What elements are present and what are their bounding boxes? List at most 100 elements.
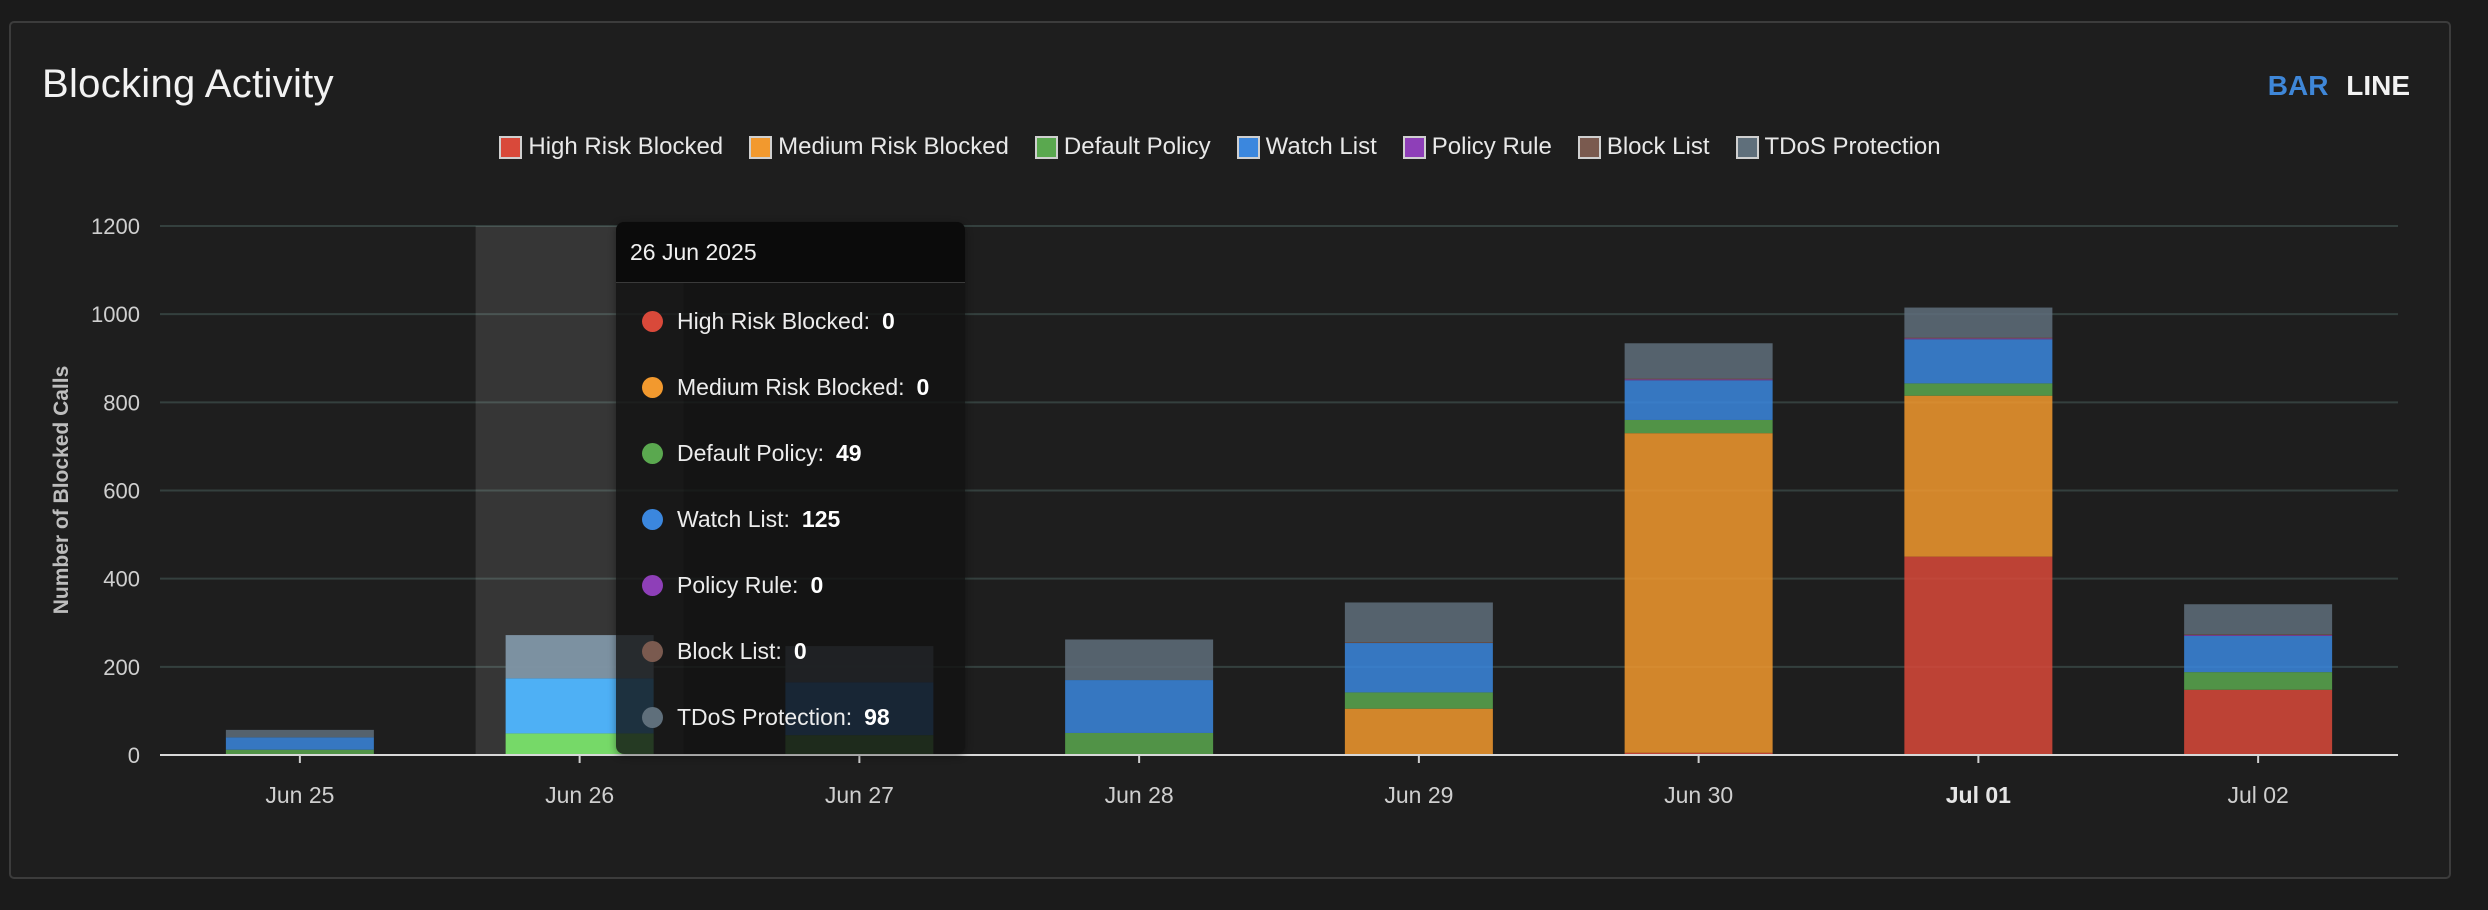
bar-segment-default-policy[interactable] xyxy=(1904,383,2053,396)
bar-segment-block-list[interactable] xyxy=(1344,642,1493,644)
legend-label: Medium Risk Blocked xyxy=(778,133,1009,160)
tooltip-series-dot xyxy=(642,311,663,332)
tooltip-label: Default Policy: xyxy=(677,440,825,466)
tooltip-value: 49 xyxy=(836,440,862,466)
bar-segment-block-list[interactable] xyxy=(1904,337,2053,339)
legend-item-policy-rule[interactable]: Policy Rule xyxy=(1402,133,1552,161)
line-toggle-button[interactable]: LINE xyxy=(2346,70,2410,101)
chart-legend: High Risk Blocked Medium Risk Blocked Defa… xyxy=(0,133,2440,161)
bar-segment-tdos-protection[interactable] xyxy=(1904,307,2053,338)
bar-segment-high-risk-blocked[interactable] xyxy=(1624,752,1773,755)
x-tick-label: Jun 29 xyxy=(1384,782,1453,808)
tooltip-date: 26 Jun 2025 xyxy=(616,222,965,283)
y-tick-label: 1200 xyxy=(91,214,140,239)
y-tick-label: 0 xyxy=(128,743,140,768)
bar-segment-policy-rule[interactable] xyxy=(2184,635,2333,636)
legend-label: Policy Rule xyxy=(1431,133,1552,160)
tooltip-label: TDoS Protection: xyxy=(677,704,853,730)
legend-label: TDoS Protection xyxy=(1764,133,1941,160)
tooltip-row: High Risk Blocked: 0 xyxy=(642,308,895,335)
legend-label: Watch List xyxy=(1265,133,1377,160)
tooltip-label: Policy Rule: xyxy=(677,572,799,598)
tooltip-row: Default Policy: 49 xyxy=(642,440,862,467)
x-tick-label: Jun 25 xyxy=(265,782,334,808)
bar-segment-tdos-protection[interactable] xyxy=(1344,602,1493,643)
bar-segment-high-risk-blocked[interactable] xyxy=(2184,689,2333,755)
bar-segment-policy-rule[interactable] xyxy=(1904,338,2053,340)
tooltip-value: 98 xyxy=(864,704,890,730)
bar-segment-default-policy[interactable] xyxy=(1065,732,1214,755)
tooltip-value: 0 xyxy=(916,374,930,400)
tooltip-series-dot xyxy=(642,641,663,662)
legend-swatch xyxy=(1236,135,1260,159)
legend-item-watch-list[interactable]: Watch List xyxy=(1236,133,1377,161)
legend-swatch xyxy=(1402,135,1426,159)
chart-title: Blocking Activity xyxy=(42,62,334,106)
bar-segment-policy-rule[interactable] xyxy=(1624,379,1773,381)
tooltip-label: Watch List: xyxy=(677,506,790,532)
bar-segment-tdos-protection[interactable] xyxy=(225,729,374,738)
y-tick-label: 200 xyxy=(103,655,140,680)
bar-segment-default-policy[interactable] xyxy=(1624,419,1773,434)
legend-label: Default Policy xyxy=(1063,133,1211,160)
tooltip-series-dot xyxy=(642,509,663,530)
x-tick-label: Jun 26 xyxy=(545,782,614,808)
legend-swatch xyxy=(1034,135,1058,159)
tooltip-series-dot xyxy=(642,707,663,728)
tooltip-label: High Risk Blocked: xyxy=(677,308,871,334)
legend-swatch xyxy=(749,135,773,159)
bar-segment-medium-risk-blocked[interactable] xyxy=(1624,433,1773,753)
bar-toggle-button[interactable]: BAR xyxy=(2267,70,2329,101)
tooltip-row: TDoS Protection: 98 xyxy=(642,704,890,731)
x-tick-label: Jul 02 xyxy=(2227,782,2288,808)
x-tick-label: Jul 01 xyxy=(1946,782,2011,808)
tooltip-row: Medium Risk Blocked: 0 xyxy=(642,374,929,401)
legend-item-medium-risk-blocked[interactable]: Medium Risk Blocked xyxy=(749,133,1009,161)
bar-segment-tdos-protection[interactable] xyxy=(2184,604,2333,635)
bar-segment-default-policy[interactable] xyxy=(225,749,374,755)
tooltip-series-dot xyxy=(642,443,663,464)
y-tick-label: 400 xyxy=(103,567,140,592)
chart-type-toggle: BAR LINE xyxy=(2254,70,2410,102)
x-tick-label: Jun 28 xyxy=(1105,782,1174,808)
legend-item-tdos-protection[interactable]: TDoS Protection xyxy=(1735,133,1941,161)
bar-segment-watch-list[interactable] xyxy=(1904,339,2053,384)
legend-label: High Risk Blocked xyxy=(528,133,724,160)
bar-segment-block-list[interactable] xyxy=(2184,634,2333,636)
legend-label: Block List xyxy=(1606,133,1710,160)
legend-item-block-list[interactable]: Block List xyxy=(1577,133,1710,161)
bar-segment-watch-list[interactable] xyxy=(225,737,374,750)
legend-swatch xyxy=(1735,135,1759,159)
bar-segment-tdos-protection[interactable] xyxy=(1065,639,1214,681)
bar-segment-high-risk-blocked[interactable] xyxy=(1904,556,2053,755)
legend-item-default-policy[interactable]: Default Policy xyxy=(1034,133,1211,161)
bar-segment-medium-risk-blocked[interactable] xyxy=(1904,395,2053,557)
bar-segment-medium-risk-blocked[interactable] xyxy=(1344,708,1493,755)
tooltip-series-dot xyxy=(642,575,663,596)
legend-swatch xyxy=(1577,135,1601,159)
bar-segment-watch-list[interactable] xyxy=(1344,643,1493,693)
tooltip-row: Watch List: 125 xyxy=(642,506,840,533)
tooltip-label: Block List: xyxy=(677,638,782,664)
tooltip-series-dot xyxy=(642,377,663,398)
x-tick-label: Jun 30 xyxy=(1664,782,1733,808)
y-axis-label: Number of Blocked Calls xyxy=(50,366,73,615)
bar-segment-watch-list[interactable] xyxy=(1624,380,1773,420)
y-tick-label: 1000 xyxy=(91,302,140,327)
tooltip-value: 0 xyxy=(810,572,824,598)
tooltip-value: 0 xyxy=(882,308,895,334)
bar-segment-tdos-protection[interactable] xyxy=(1624,343,1773,379)
bar-segment-block-list[interactable] xyxy=(1624,378,1773,380)
bar-segment-watch-list[interactable] xyxy=(2184,635,2333,673)
bar-segment-watch-list[interactable] xyxy=(1065,680,1214,733)
y-tick-label: 600 xyxy=(103,479,140,504)
bar-segment-default-policy[interactable] xyxy=(1344,692,1493,709)
tooltip-label: Medium Risk Blocked: xyxy=(677,374,905,400)
chart-tooltip: 26 Jun 2025 High Risk Blocked: 0 Medium Ri… xyxy=(616,222,965,754)
tooltip-value: 0 xyxy=(793,638,807,664)
legend-item-high-risk-blocked[interactable]: High Risk Blocked xyxy=(499,133,723,161)
tooltip-row: Policy Rule: 0 xyxy=(642,572,823,599)
bar-segment-default-policy[interactable] xyxy=(2184,672,2333,690)
tooltip-value: 125 xyxy=(801,506,841,532)
